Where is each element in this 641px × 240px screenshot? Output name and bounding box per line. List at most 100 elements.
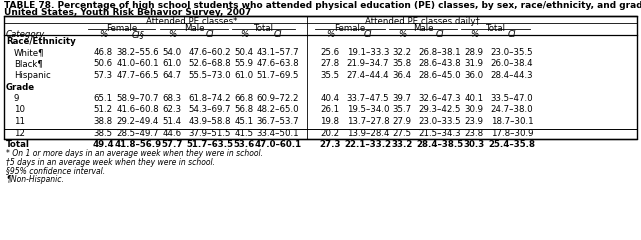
Text: 12: 12 [14, 128, 25, 138]
Text: 55.5–73.0: 55.5–73.0 [188, 71, 231, 80]
Text: 43.1–57.7: 43.1–57.7 [256, 48, 299, 57]
Text: 27.9: 27.9 [392, 117, 412, 126]
Text: 38.5: 38.5 [94, 128, 113, 138]
Text: 25.4–35.8: 25.4–35.8 [488, 140, 535, 149]
Text: %: % [398, 30, 406, 39]
Text: 29.3–42.5: 29.3–42.5 [419, 106, 462, 114]
Text: 29.2–49.4: 29.2–49.4 [117, 117, 159, 126]
Text: Black¶: Black¶ [14, 60, 43, 68]
Text: 50.4: 50.4 [235, 48, 254, 57]
Text: 66.8: 66.8 [235, 94, 254, 103]
Text: 41.8–56.9: 41.8–56.9 [115, 140, 162, 149]
Text: 37.9–51.5: 37.9–51.5 [188, 128, 231, 138]
Text: Total: Total [485, 24, 506, 33]
Text: Grade: Grade [6, 83, 35, 91]
Text: 13.9–28.4: 13.9–28.4 [347, 128, 389, 138]
Text: 18.7–30.1: 18.7–30.1 [491, 117, 533, 126]
Text: 48.2–65.0: 48.2–65.0 [256, 106, 299, 114]
Text: 41.5: 41.5 [235, 128, 254, 138]
Text: 57.3: 57.3 [94, 71, 113, 80]
Text: 62.3: 62.3 [162, 106, 181, 114]
Text: 10: 10 [14, 106, 25, 114]
Text: 36.4: 36.4 [392, 71, 412, 80]
Text: 23.0–35.5: 23.0–35.5 [491, 48, 533, 57]
Text: Attended PE classes daily†: Attended PE classes daily† [365, 17, 479, 26]
Text: 61.0: 61.0 [162, 60, 181, 68]
Text: §95% confidence interval.: §95% confidence interval. [6, 167, 105, 175]
Text: 47.7–66.5: 47.7–66.5 [117, 71, 160, 80]
Text: 51.7–63.5: 51.7–63.5 [187, 140, 233, 149]
Text: 24.7–38.0: 24.7–38.0 [491, 106, 533, 114]
Text: 26.0–38.4: 26.0–38.4 [491, 60, 533, 68]
Text: 27.4–44.4: 27.4–44.4 [347, 71, 389, 80]
Text: 25.6: 25.6 [320, 48, 340, 57]
Text: Male: Male [184, 24, 204, 33]
Text: Female: Female [335, 24, 365, 33]
Text: 65.1: 65.1 [94, 94, 113, 103]
Text: Category: Category [6, 30, 46, 39]
Text: 54.3–69.7: 54.3–69.7 [188, 106, 231, 114]
Text: 49.4: 49.4 [92, 140, 114, 149]
Text: 51.4: 51.4 [162, 117, 181, 126]
Text: 47.6–60.2: 47.6–60.2 [188, 48, 231, 57]
Text: 32.2: 32.2 [392, 48, 412, 57]
Text: 54.0: 54.0 [162, 48, 181, 57]
Text: 27.8: 27.8 [320, 60, 340, 68]
Text: 61.0: 61.0 [235, 71, 254, 80]
Text: 19.1–33.3: 19.1–33.3 [347, 48, 389, 57]
Text: 44.6: 44.6 [162, 128, 181, 138]
Text: 32.6–47.3: 32.6–47.3 [419, 94, 462, 103]
Text: 30.3: 30.3 [463, 140, 485, 149]
Text: Hispanic: Hispanic [14, 71, 51, 80]
Text: 64.7: 64.7 [162, 71, 181, 80]
Text: ¶Non-Hispanic.: ¶Non-Hispanic. [6, 175, 64, 184]
Text: 51.7–69.5: 51.7–69.5 [257, 71, 299, 80]
Text: 36.0: 36.0 [465, 71, 483, 80]
Text: 38.2–55.6: 38.2–55.6 [117, 48, 160, 57]
Text: %: % [326, 30, 334, 39]
Text: 47.6–63.8: 47.6–63.8 [256, 60, 299, 68]
Text: 57.7: 57.7 [162, 140, 183, 149]
Text: 13.7–27.8: 13.7–27.8 [347, 117, 389, 126]
Text: 21.9–34.7: 21.9–34.7 [347, 60, 389, 68]
Text: CI: CI [508, 30, 516, 39]
Text: 26.8–38.1: 26.8–38.1 [419, 48, 462, 57]
Text: United States, Youth Risk Behavior Survey, 2007: United States, Youth Risk Behavior Surve… [4, 8, 251, 17]
Text: 33.2: 33.2 [391, 140, 413, 149]
Text: 23.8: 23.8 [465, 128, 483, 138]
Text: CI: CI [436, 30, 444, 39]
Text: 23.9: 23.9 [465, 117, 483, 126]
Text: 43.9–58.8: 43.9–58.8 [188, 117, 231, 126]
Text: 38.8: 38.8 [94, 117, 113, 126]
Text: CI: CI [363, 30, 372, 39]
Text: 26.1: 26.1 [320, 106, 340, 114]
Text: 61.8–74.2: 61.8–74.2 [188, 94, 231, 103]
Text: 22.1–33.2: 22.1–33.2 [344, 140, 392, 149]
Text: 23.0–33.5: 23.0–33.5 [419, 117, 462, 126]
Text: 28.5–49.7: 28.5–49.7 [117, 128, 159, 138]
Text: Total: Total [6, 140, 30, 149]
Text: CI: CI [206, 30, 214, 39]
Text: 28.9: 28.9 [465, 48, 483, 57]
Text: CI: CI [274, 30, 282, 39]
Text: 45.1: 45.1 [235, 117, 254, 126]
Text: 41.6–60.8: 41.6–60.8 [117, 106, 160, 114]
Bar [4, 16, 637, 139]
Text: %: % [168, 30, 176, 39]
Text: 35.8: 35.8 [392, 60, 412, 68]
Text: 9: 9 [14, 94, 19, 103]
Text: 28.4–44.3: 28.4–44.3 [491, 71, 533, 80]
Text: 56.8: 56.8 [235, 106, 254, 114]
Text: 17.8–30.9: 17.8–30.9 [491, 128, 533, 138]
Text: Race/Ethnicity: Race/Ethnicity [6, 36, 76, 46]
Text: 50.6: 50.6 [94, 60, 113, 68]
Text: 51.2: 51.2 [94, 106, 113, 114]
Text: 53.6: 53.6 [233, 140, 254, 149]
Text: 28.6–43.8: 28.6–43.8 [419, 60, 462, 68]
Text: Female: Female [106, 24, 137, 33]
Text: 41.0–60.1: 41.0–60.1 [117, 60, 160, 68]
Text: 40.4: 40.4 [320, 94, 340, 103]
Text: * On 1 or more days in an average week when they were in school.: * On 1 or more days in an average week w… [6, 150, 263, 158]
Text: 40.1: 40.1 [465, 94, 483, 103]
Text: 55.9: 55.9 [235, 60, 253, 68]
